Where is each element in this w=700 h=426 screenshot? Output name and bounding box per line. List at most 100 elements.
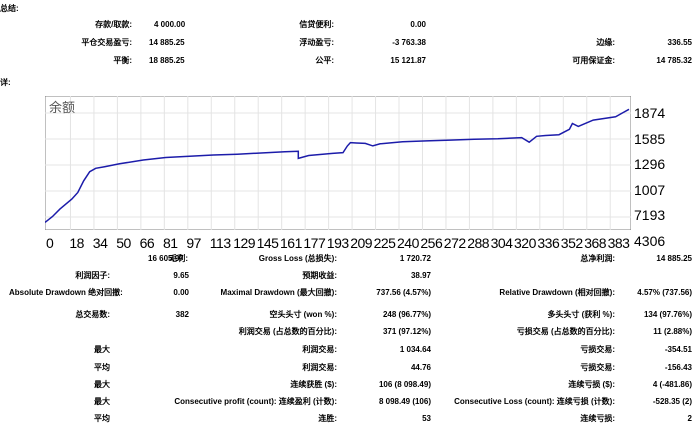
total-trades-value: 382 [175,310,189,319]
x-tick-label: 304 [490,235,513,251]
y-tick-label: 1296 [634,156,666,172]
x-tick-label: 161 [280,235,302,251]
gross-profit-value: 16 605.97 [148,254,184,263]
y-tick-label: 1874 [634,105,666,121]
loss-trades-label: 亏损交易 (占总数的百分比): [516,327,615,336]
equity-label: 公平: [315,56,334,65]
largest-profit-label: 利润交易: [302,345,337,354]
largest-profit-value: 1 034.64 [399,345,431,354]
x-tick-label: 177 [303,235,326,251]
avg-consec-losses-label: 连续亏损: [580,414,615,423]
max-consec-losses-value: 4 (-481.86) [652,380,692,389]
balance-label: 平衡: [113,56,132,65]
y-tick-label: 1007 [634,181,666,198]
credit-label: 信贷便利: [299,20,334,29]
free-margin-value: 14 785.32 [656,56,692,65]
x-tick-label: 225 [373,235,396,251]
avg-loss-value: -156.43 [664,363,692,372]
x-tick-label: 320 [514,235,536,251]
consec-profit-label: Consecutive profit (count): 连续盈利 (计数): [174,397,337,406]
max-consec-wins-value: 106 (8 098.49) [378,380,431,389]
avg-loss-label: 亏损交易: [580,363,615,372]
max2-row-label: 最大 [94,397,110,406]
max-dd-label: Maximal Drawdown (最大回撤): [220,288,337,297]
x-tick-label: 193 [326,235,349,251]
chart-title: 余额 [49,100,75,116]
max-consec-wins-label: 连续获胜 ($): [290,380,337,389]
x-tick-label: 34 [92,235,108,251]
avg-consec-wins-label: 连胜: [318,414,337,423]
gross-loss-value: 1 720.72 [399,254,431,263]
y-tick-label: 7193 [634,207,666,223]
avg-consec-losses-value: 2 [687,414,692,423]
largest-row-label: 最大 [94,345,110,354]
short-won-label: 空头头寸 (won %): [269,310,337,319]
x-tick-label: 368 [584,235,607,251]
gross-loss-label: Gross Loss (总损失): [258,254,337,263]
long-won-label: 多头头寸 (获利 %): [547,310,615,319]
closed-pl-value: 14 885.25 [149,38,185,47]
x-tick-label: 272 [443,235,466,251]
average-row-label: 平均 [94,363,110,372]
free-margin-label: 可用保证金: [572,56,615,65]
closed-pl-label: 平仓交易盈亏: [81,38,132,47]
max-dd-value: 737.56 (4.57%) [376,288,431,297]
x-tick-label: 336 [537,235,560,251]
margin-label: 边缘: [596,38,615,47]
consec-loss-value: -528.35 (2) [652,397,692,406]
net-profit-value: 14 885.25 [656,254,692,263]
balance-value: 18 885.25 [149,56,185,65]
x-tick-label: 256 [420,235,443,251]
x-tick-label: 288 [467,235,490,251]
x-tick-label: 81 [163,235,178,251]
chart-grid [45,96,631,230]
avg2-row-label: 平均 [94,414,110,423]
largest-loss-value: -354.51 [664,345,692,354]
consec-loss-label: Consecutive Loss (count): 连续亏损 (计数): [454,397,615,406]
y-tick-label: 4306 [634,232,666,249]
avg-profit-value: 44.76 [410,363,431,372]
rel-dd-value: 4.57% (737.56) [637,288,692,297]
x-tick-label: 352 [560,235,583,251]
x-tick-label: 240 [397,235,419,251]
margin-value: 336.55 [667,38,692,47]
abs-dd-value: 0.00 [173,288,189,297]
balance-line [45,108,630,223]
x-tick-label: 383 [607,235,630,251]
consec-profit-value: 8 098.49 (106) [378,397,431,406]
largest-loss-label: 亏损交易: [580,345,615,354]
balance-chart: 余额 [45,96,631,230]
long-won-value: 134 (97.76%) [643,310,692,319]
profit-trades-value: 371 (97.12%) [382,327,431,336]
net-profit-label: 总净利润: [580,254,615,263]
gross-profit-label: 毛利: [169,254,188,263]
max-consec-losses-label: 连续亏损 ($): [568,380,615,389]
x-tick-label: 145 [256,235,279,251]
abs-dd-label: Absolute Drawdown 绝对回撤: [9,288,123,297]
summary-title: 总结: [0,4,19,13]
short-won-value: 248 (96.77%) [382,310,431,319]
expected-payoff-value: 38.97 [410,271,431,280]
rel-dd-label: Relative Drawdown (相对回撤): [499,288,615,297]
avg-profit-label: 利润交易: [302,363,337,372]
x-tick-label: 97 [186,235,201,251]
x-tick-label: 0 [46,235,54,251]
x-tick-label: 113 [209,235,231,251]
details-title: 详: [0,78,11,87]
max-row-label: 最大 [94,380,110,389]
x-tick-label: 209 [350,235,373,251]
profit-factor-label: 利润因子: [75,271,110,280]
deposit-label: 存款/取款: [95,20,132,29]
deposit-value: 4 000.00 [154,20,186,29]
floating-pl-label: 浮动盈亏: [299,38,334,47]
expected-payoff-label: 预期收益: [302,271,337,280]
avg-consec-wins-value: 53 [422,414,431,423]
profit-factor-value: 9.65 [173,271,189,280]
x-tick-label: 129 [233,235,256,251]
x-tick-label: 50 [116,235,131,251]
floating-pl-value: -3 763.38 [392,38,426,47]
x-tick-label: 18 [69,235,84,251]
profit-trades-label: 利润交易 (占总数的百分比): [238,327,337,336]
loss-trades-value: 11 (2.88%) [653,327,692,336]
x-tick-label: 66 [139,235,155,251]
